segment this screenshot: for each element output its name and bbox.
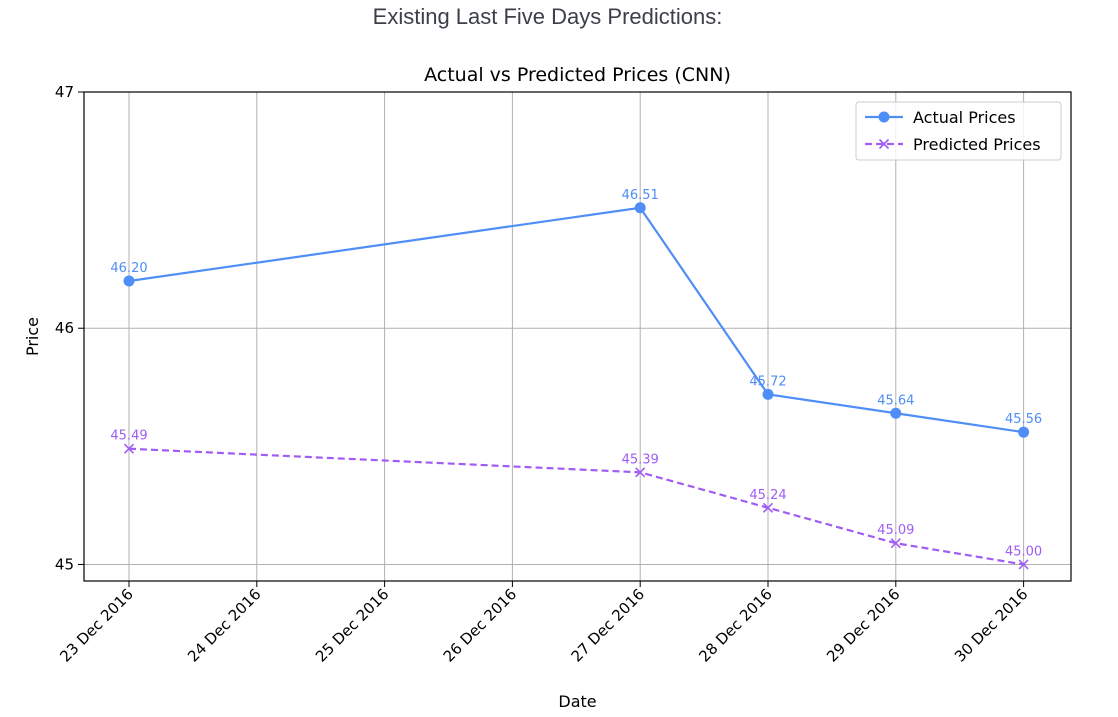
x-axis-title: Date [558,692,596,711]
data-point-marker [762,388,774,400]
data-label: 45.56 [1005,412,1042,427]
y-tick-label: 47 [55,83,74,101]
data-label: 45.49 [110,429,147,444]
x-tick-label: 29 Dec 2016 [823,585,903,665]
chart-title: Actual vs Predicted Prices (CNN) [424,64,731,86]
x-tick-label: 30 Dec 2016 [951,585,1031,665]
x-tick-label: 26 Dec 2016 [440,585,520,665]
legend-label: Predicted Prices [913,135,1041,154]
x-tick-label: 24 Dec 2016 [184,585,264,665]
data-point-marker [762,502,774,513]
data-point-marker [635,467,646,478]
data-series: 46.20 46.51 45.72 45.64 45.56 45.49 45.39 45.24… [110,188,1042,570]
legend-swatch-marker [878,111,890,123]
y-tick-label: 46 [55,319,74,337]
grid-lines [84,91,1071,581]
data-label: 45.00 [1005,544,1042,559]
y-axis-title: Price [23,317,42,356]
data-label: 45.39 [622,452,659,467]
x-tick-label: 25 Dec 2016 [312,585,392,665]
axis-ticks: 23 Dec 2016 24 Dec 2016 25 Dec 2016 26 Dec … [55,83,1032,666]
data-point-marker [890,407,902,419]
data-label: 45.09 [877,523,914,538]
x-tick-label: 27 Dec 2016 [568,585,648,665]
data-point-marker [634,202,646,214]
plot-frame [83,91,1072,582]
chart-legend: Actual Prices Predicted Prices [855,101,1062,161]
data-point-marker [890,538,901,549]
data-label: 46.20 [110,261,147,276]
data-point-marker [1018,426,1030,438]
y-tick-label: 45 [55,555,74,573]
page-heading: Existing Last Five Days Predictions: [372,4,723,29]
data-point-marker [1018,559,1029,570]
legend-box [855,101,1062,161]
data-label: 45.64 [877,393,914,408]
legend-label: Actual Prices [913,108,1016,127]
data-point-marker [123,275,135,287]
x-tick-label: 23 Dec 2016 [56,585,136,665]
data-label: 46.51 [622,188,659,203]
x-tick-label: 28 Dec 2016 [695,585,775,665]
data-point-marker [123,443,135,454]
data-label: 45.72 [749,374,786,389]
legend-swatch-marker [878,138,890,150]
series-line [128,447,1024,566]
data-label: 45.24 [749,488,786,503]
